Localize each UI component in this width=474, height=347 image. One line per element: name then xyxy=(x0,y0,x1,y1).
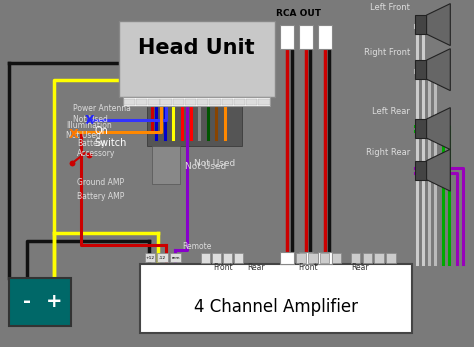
Text: Front: Front xyxy=(298,263,318,272)
Bar xyxy=(374,253,384,263)
Text: Right Rear: Right Rear xyxy=(366,148,410,157)
Text: Power Antenna
Not Used: Power Antenna Not Used xyxy=(73,104,131,124)
Text: RCA OUT: RCA OUT xyxy=(276,9,321,18)
Text: Ground AMP: Ground AMP xyxy=(77,178,124,187)
Bar xyxy=(136,99,147,105)
Text: Remote: Remote xyxy=(182,242,212,251)
Bar xyxy=(318,252,332,264)
Bar xyxy=(173,99,184,105)
Text: Rear: Rear xyxy=(247,263,265,272)
Bar xyxy=(185,99,196,105)
Bar xyxy=(415,60,427,79)
Bar xyxy=(124,99,135,105)
Bar xyxy=(222,99,233,105)
Bar xyxy=(160,99,172,105)
Bar xyxy=(152,146,180,184)
Text: Not Used: Not Used xyxy=(194,159,236,168)
Text: Illumination
Not Used: Illumination Not Used xyxy=(66,121,112,140)
Bar xyxy=(332,253,341,263)
Text: Head Unit: Head Unit xyxy=(138,38,255,58)
Polygon shape xyxy=(427,108,450,150)
Bar xyxy=(123,98,270,106)
Bar xyxy=(148,99,159,105)
Polygon shape xyxy=(427,49,450,91)
Bar xyxy=(308,253,318,263)
Bar xyxy=(415,15,427,34)
Polygon shape xyxy=(427,3,450,45)
Bar xyxy=(386,253,396,263)
Text: Not Used: Not Used xyxy=(185,162,226,171)
Bar xyxy=(140,264,412,333)
Text: +12: +12 xyxy=(145,255,155,260)
Text: Battery AMP: Battery AMP xyxy=(77,192,125,201)
Text: Right Front: Right Front xyxy=(364,48,410,57)
Text: Front: Front xyxy=(213,263,233,272)
Bar xyxy=(145,253,155,262)
Text: Left Rear: Left Rear xyxy=(372,107,410,116)
Bar xyxy=(234,253,243,263)
Text: -: - xyxy=(23,293,31,311)
Text: On
Switch: On Switch xyxy=(95,126,127,148)
Text: X: X xyxy=(84,115,94,127)
Bar xyxy=(9,278,71,326)
Bar xyxy=(351,253,360,263)
Text: rem: rem xyxy=(171,255,180,260)
Bar xyxy=(210,99,221,105)
Bar xyxy=(170,253,181,262)
Bar xyxy=(318,25,332,49)
Bar xyxy=(197,99,209,105)
Bar xyxy=(280,25,294,49)
Bar xyxy=(234,99,245,105)
Bar xyxy=(147,106,242,146)
Bar xyxy=(201,253,210,263)
Bar xyxy=(299,25,313,49)
Bar xyxy=(246,99,257,105)
Text: -12: -12 xyxy=(159,255,166,260)
Bar xyxy=(296,253,306,263)
Bar xyxy=(280,252,294,264)
Text: 4 Channel Amplifier: 4 Channel Amplifier xyxy=(194,298,358,316)
Text: Accessory: Accessory xyxy=(77,150,116,158)
Bar xyxy=(415,161,427,180)
Bar xyxy=(212,253,221,263)
Bar xyxy=(258,99,270,105)
Bar xyxy=(118,21,275,98)
Bar xyxy=(363,253,372,263)
Bar xyxy=(415,119,427,138)
Text: Left Front: Left Front xyxy=(370,2,410,11)
Text: +: + xyxy=(46,293,62,311)
Bar xyxy=(299,252,313,264)
Text: Rear: Rear xyxy=(351,263,369,272)
Bar xyxy=(320,253,329,263)
Bar xyxy=(223,253,232,263)
Bar xyxy=(157,253,168,262)
Text: Battery: Battery xyxy=(77,139,106,148)
Polygon shape xyxy=(427,149,450,191)
Text: X: X xyxy=(69,128,78,141)
